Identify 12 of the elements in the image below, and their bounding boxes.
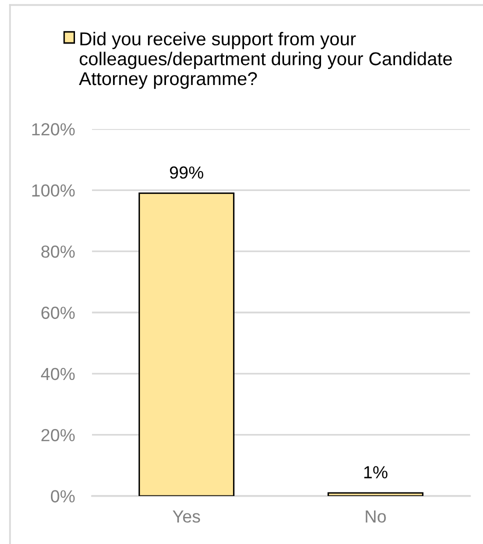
x-tick-label: No	[366, 510, 386, 523]
legend-label: Did you receive support from your colleagues/department during your Candidate Attorney programme?	[78, 32, 452, 89]
x-tick-label: Yes	[172, 510, 200, 523]
y-tick-label: 120%	[32, 123, 75, 136]
y-tick-label: 0%	[50, 490, 75, 502]
y-tick-label: 80%	[41, 246, 75, 258]
y-tick-label: 60%	[41, 306, 75, 319]
y-tick-label: 40%	[40, 368, 75, 380]
y-tick-label: 100%	[32, 184, 75, 197]
data-label: 1%	[364, 466, 388, 478]
data-label: 99%	[170, 166, 204, 179]
y-tick-label: 20%	[41, 429, 75, 442]
